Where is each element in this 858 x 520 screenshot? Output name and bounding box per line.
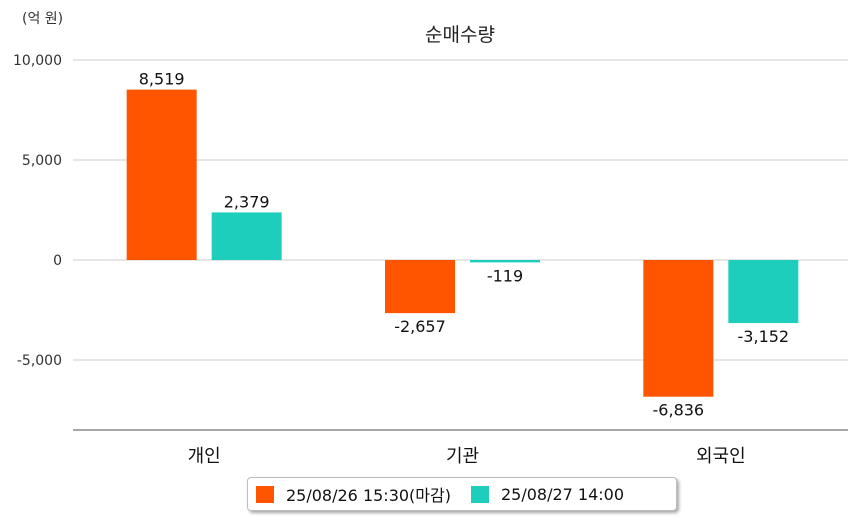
bar bbox=[643, 260, 714, 397]
legend-label-series-2: 25/08/27 14:00 bbox=[500, 484, 625, 504]
bar bbox=[211, 212, 282, 260]
bar bbox=[126, 89, 197, 261]
y-tick-label: 0 bbox=[53, 253, 62, 269]
data-label: -119 bbox=[487, 266, 523, 285]
data-label: 2,379 bbox=[224, 192, 270, 211]
chart-title: 순매수량 bbox=[425, 24, 495, 46]
bar bbox=[385, 260, 455, 314]
data-label: 8,519 bbox=[139, 70, 185, 89]
bar bbox=[470, 260, 540, 263]
chart-legend: 25/08/26 15:30(마감) 25/08/27 14:00 bbox=[247, 477, 677, 511]
x-tick-label: 기관 bbox=[446, 446, 479, 467]
data-label: -3,152 bbox=[738, 327, 790, 346]
bar bbox=[728, 260, 799, 324]
y-tick-label: 10,000 bbox=[13, 53, 62, 69]
unit-label: (억 원) bbox=[22, 11, 64, 27]
data-label: -2,657 bbox=[394, 317, 446, 336]
legend-item-series-2[interactable]: 25/08/27 14:00 bbox=[470, 484, 625, 504]
data-label: -6,836 bbox=[653, 401, 705, 420]
y-tick-label: -5,000 bbox=[17, 353, 62, 369]
legend-swatch-series-1 bbox=[256, 485, 274, 503]
x-tick-label: 개인 bbox=[188, 446, 221, 467]
x-tick-label: 외국인 bbox=[696, 446, 746, 467]
legend-swatch-series-2 bbox=[470, 485, 489, 503]
y-tick-label: 5,000 bbox=[22, 153, 62, 169]
legend-item-series-1[interactable]: 25/08/26 15:30(마감) bbox=[256, 482, 451, 506]
legend-label-series-1: 25/08/26 15:30(마감) bbox=[286, 486, 451, 505]
